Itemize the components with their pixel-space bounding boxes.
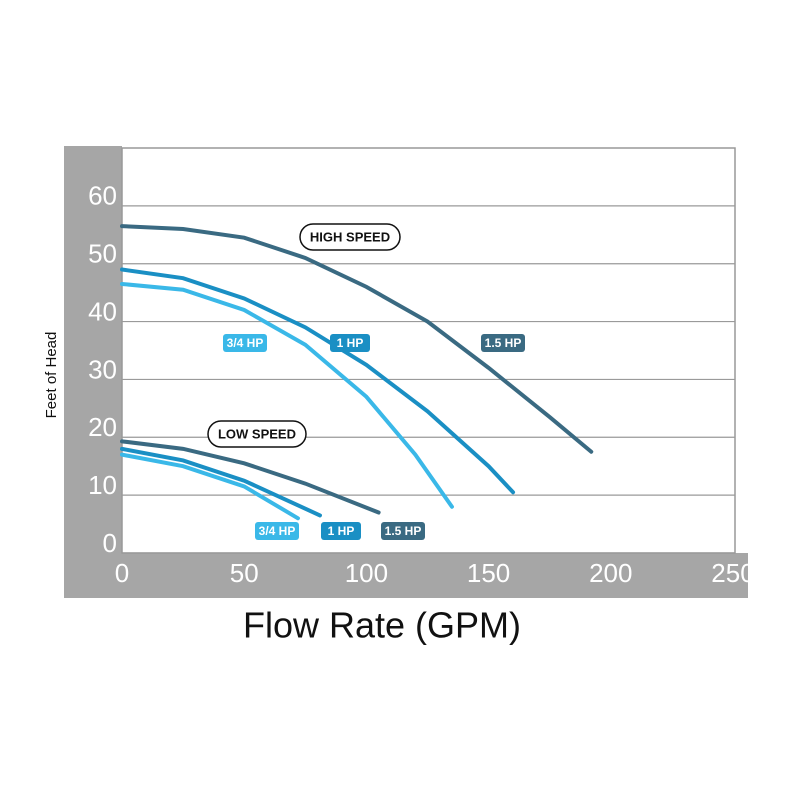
speed-pill: [207, 420, 307, 448]
legend-box: [223, 334, 267, 352]
y-tick-label: 10: [88, 470, 117, 500]
legend-box: [330, 334, 370, 352]
x-axis-label: Flow Rate (GPM): [243, 605, 521, 646]
pump-curve: [120, 446, 322, 518]
pump-curve: [120, 452, 300, 521]
x-tick-label: 250: [711, 558, 754, 588]
x-axis-band: [64, 553, 748, 598]
legend-label: 1 HP: [328, 524, 355, 538]
y-axis-label: Feet of Head: [43, 332, 60, 419]
legend-box: [321, 522, 361, 540]
speed-label: HIGH SPEED: [310, 229, 390, 244]
x-tick-label: 50: [230, 558, 259, 588]
speed-label: LOW SPEED: [218, 426, 296, 441]
pump-curve: [120, 224, 594, 454]
x-tick-label: 0: [115, 558, 129, 588]
y-axis-band: [64, 146, 122, 598]
legend-box: [255, 522, 299, 540]
legend-label: 1.5 HP: [385, 524, 422, 538]
speed-pill: [299, 223, 401, 251]
y-tick-label: 50: [88, 239, 117, 269]
y-tick-label: 60: [88, 181, 117, 211]
legend-label: 1 HP: [337, 336, 364, 350]
x-tick-label: 200: [589, 558, 632, 588]
y-tick-label: 30: [88, 354, 117, 384]
legend-label: 1.5 HP: [485, 336, 522, 350]
legend-label: 3/4 HP: [227, 336, 264, 350]
legend-label: 3/4 HP: [259, 524, 296, 538]
pump-curve: [120, 281, 454, 509]
legend-box: [481, 334, 525, 352]
plot-frame: [121, 147, 736, 554]
y-tick-label: 40: [88, 296, 117, 326]
pump-curve: [120, 439, 381, 515]
x-tick-label: 100: [345, 558, 388, 588]
y-tick-label: 20: [88, 412, 117, 442]
legend-box: [381, 522, 425, 540]
y-tick-label: 0: [103, 528, 117, 558]
x-tick-label: 150: [467, 558, 510, 588]
